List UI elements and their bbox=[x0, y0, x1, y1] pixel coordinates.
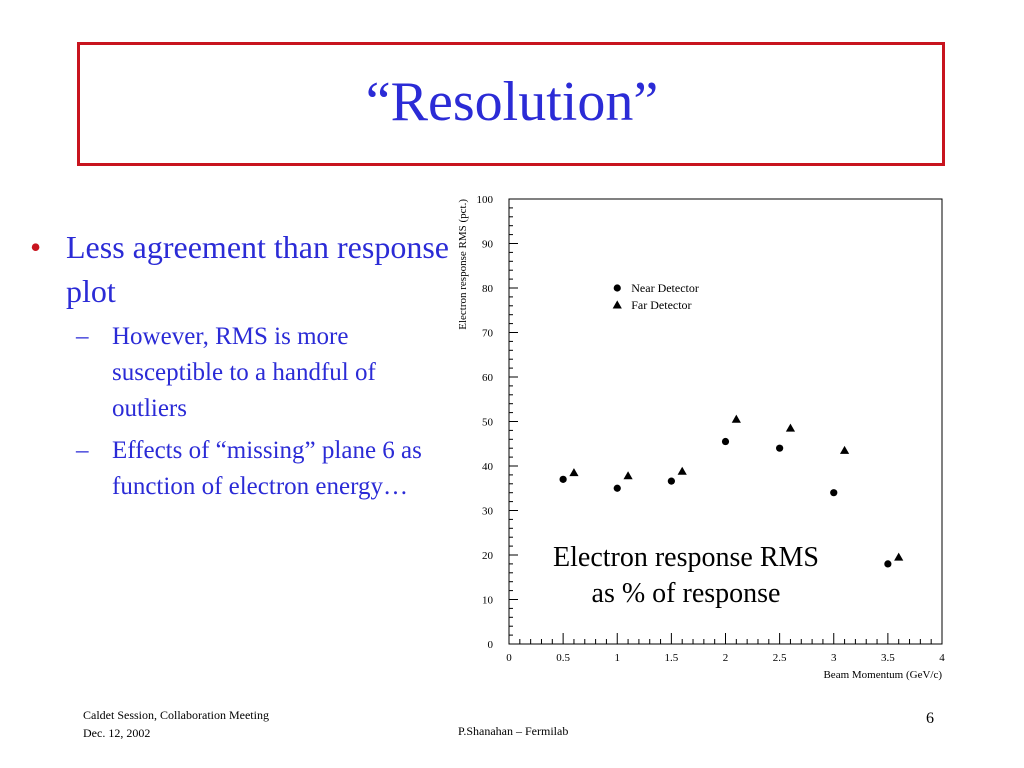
page-number: 6 bbox=[926, 710, 934, 727]
y-tick-label: 40 bbox=[482, 461, 494, 473]
caption-line-1: Electron response RMS bbox=[553, 542, 819, 573]
bullet-item: • Less agreement than response plot bbox=[30, 225, 450, 313]
y-tick-label: 60 bbox=[482, 372, 494, 384]
x-axis-label: Beam Momentum (GeV/c) bbox=[823, 669, 942, 681]
legend-near-marker bbox=[613, 284, 621, 292]
sub-bullet-text: However, RMS is more susceptible to a ha… bbox=[112, 323, 376, 422]
y-tick-label: 90 bbox=[482, 239, 494, 251]
x-tick-label: 4 bbox=[939, 652, 945, 664]
dash-icon: – bbox=[76, 437, 89, 464]
bullet-list: • Less agreement than response plot – Ho… bbox=[30, 225, 450, 505]
far-detector-point bbox=[623, 471, 633, 480]
legend-label: Near Detector bbox=[631, 281, 699, 295]
bullet-text: Less agreement than response plot bbox=[66, 229, 449, 309]
sub-bullet-text: Effects of “missing” plane 6 as function… bbox=[112, 437, 422, 500]
y-tick-label: 100 bbox=[477, 194, 494, 206]
slide-title: “Resolution” bbox=[365, 71, 659, 133]
title-box bbox=[77, 42, 945, 166]
near-detector-point bbox=[721, 437, 730, 446]
footer-date: Dec. 12, 2002 bbox=[83, 726, 151, 740]
x-tick-label: 0.5 bbox=[556, 652, 570, 664]
footer-left: Caldet Session, Collaboration Meeting De… bbox=[83, 706, 269, 742]
legend-label: Far Detector bbox=[631, 298, 691, 312]
y-tick-label: 50 bbox=[482, 417, 494, 429]
far-detector-point bbox=[569, 468, 579, 477]
far-detector-point bbox=[731, 414, 741, 423]
chart-caption: Electron response RMS as % of response bbox=[521, 540, 851, 612]
far-detector-point bbox=[785, 423, 796, 432]
y-tick-label: 30 bbox=[482, 506, 494, 518]
footer-session: Caldet Session, Collaboration Meeting bbox=[83, 708, 269, 722]
far-detector-point bbox=[677, 466, 687, 475]
x-tick-label: 0 bbox=[506, 652, 512, 664]
x-tick-label: 2.5 bbox=[773, 652, 787, 664]
x-tick-label: 1 bbox=[615, 652, 621, 664]
sub-bullet-item: – However, RMS is more susceptible to a … bbox=[30, 319, 450, 427]
scatter-chart: 0 10 20 30 40 50 60 70 80 90 100 0 0.5 1 1.5 2 2.5 3 3.5 4 B… bbox=[457, 194, 945, 681]
caption-line-2: as % of response bbox=[591, 578, 781, 609]
near-detector-point bbox=[667, 477, 675, 485]
far-detector-point bbox=[894, 552, 904, 561]
x-tick-label: 3 bbox=[831, 652, 837, 664]
y-tick-label: 0 bbox=[488, 639, 494, 651]
near-detector-point bbox=[559, 475, 567, 483]
y-tick-label: 70 bbox=[482, 328, 494, 340]
dash-icon: – bbox=[76, 323, 89, 350]
near-detector-point bbox=[830, 489, 838, 497]
legend-far-marker bbox=[612, 300, 622, 309]
y-tick-label: 10 bbox=[482, 595, 494, 607]
far-detector-point bbox=[839, 445, 850, 454]
y-axis-label: Electron response RMS (pct.) bbox=[457, 199, 469, 330]
near-detector-point bbox=[776, 444, 784, 452]
x-tick-label: 3.5 bbox=[881, 652, 895, 664]
x-tick-label: 2 bbox=[723, 652, 729, 664]
bullet-dot-icon: • bbox=[30, 229, 42, 265]
near-detector-point bbox=[884, 560, 892, 568]
x-tick-label: 1.5 bbox=[665, 652, 679, 664]
y-tick-label: 20 bbox=[482, 550, 494, 562]
near-detector-point bbox=[613, 484, 621, 492]
footer-author: P.Shanahan – Fermilab bbox=[458, 724, 569, 738]
sub-bullet-item: – Effects of “missing” plane 6 as functi… bbox=[30, 433, 450, 505]
y-tick-label: 80 bbox=[482, 283, 494, 295]
